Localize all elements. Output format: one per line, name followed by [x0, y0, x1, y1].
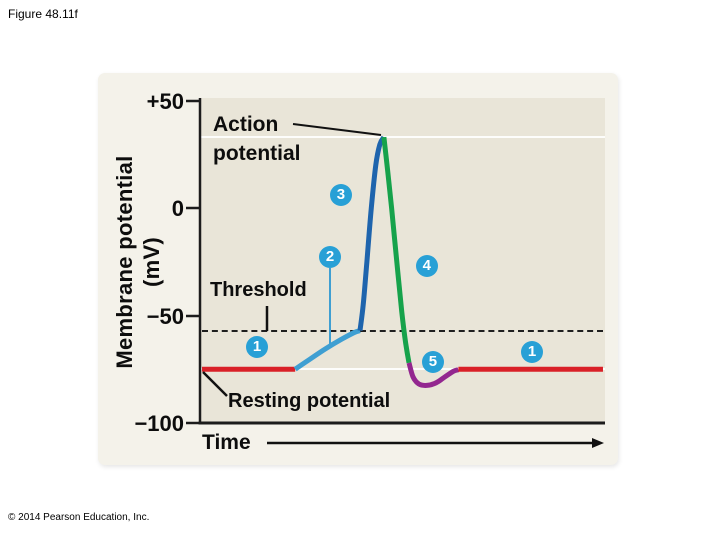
curve-segment-rising-phase [357, 135, 387, 331]
y-tick-label: −100 [134, 411, 184, 436]
stage-circle-5: 5 [421, 350, 444, 373]
y-axis-title: Membrane potential (mV) [112, 155, 164, 369]
y-tick-label: −50 [146, 304, 184, 329]
y-tick-label: 0 [171, 196, 184, 221]
white-gridline [200, 136, 605, 139]
white-gridline [200, 368, 605, 371]
stage-circle-3: 3 [329, 184, 352, 207]
curve-segment-depolarization-to-threshold [293, 328, 361, 372]
stage-circle-4: 4 [415, 255, 438, 278]
curve-segment-undershoot [406, 362, 460, 388]
threshold-label: Threshold [210, 279, 307, 301]
resting-potential-label: Resting potential [228, 390, 391, 412]
stage-circle-2: 2 [319, 246, 341, 269]
action-potential-label: Action potential [213, 113, 301, 165]
y-tick-label: +50 [146, 89, 184, 114]
time-axis-label: Time [202, 431, 251, 454]
figure-label: Figure 48.11f [8, 7, 78, 21]
time-arrow-head [592, 438, 604, 448]
axes [186, 98, 605, 425]
action-potential-curve [202, 135, 603, 388]
resting-potential-pointer-line [202, 371, 228, 397]
stage-circle-1: 1 [246, 336, 269, 359]
action-potential-callout-line [292, 123, 382, 136]
copyright-text: © 2014 Pearson Education, Inc. [8, 512, 150, 523]
curve-segment-falling-phase [381, 136, 412, 364]
stage-circle-1: 1 [521, 341, 544, 364]
